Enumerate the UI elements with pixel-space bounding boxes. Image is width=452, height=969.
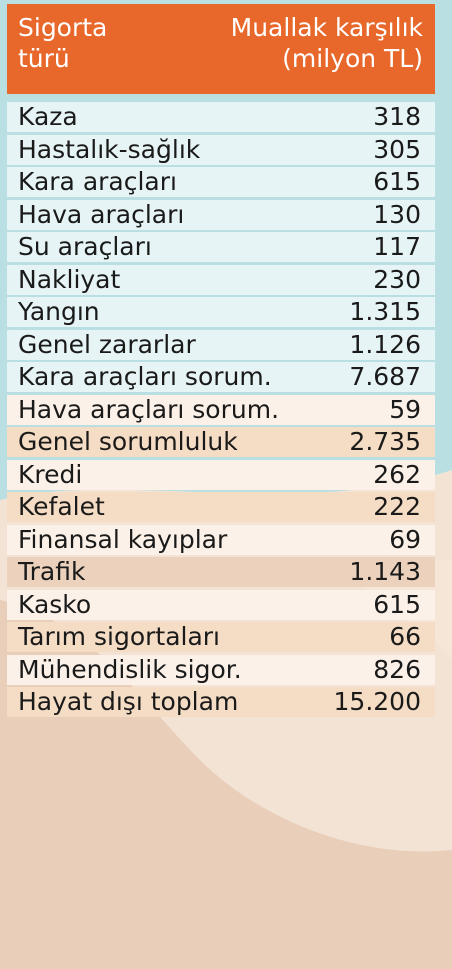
- row-reserve-value: 15.200: [333, 687, 421, 716]
- table-row: Genel sorumluluk 2.735: [7, 427, 435, 457]
- table-row: Kara araçları sorum. 7.687: [7, 362, 435, 392]
- row-reserve-value: 615: [373, 167, 421, 196]
- table-row: Tarım sigortaları 66: [7, 622, 435, 652]
- table-row: Kaza 318: [7, 102, 435, 132]
- row-insurance-type: Hastalık-sağlık: [18, 134, 201, 164]
- row-reserve-value: 117: [373, 232, 421, 261]
- table-row: Trafik 1.143: [7, 557, 435, 587]
- row-reserve-value: 2.735: [349, 427, 421, 456]
- row-reserve-value: 69: [389, 524, 421, 554]
- table-body: Kaza 318 Hastalık-sağlık 305 Kara araçları 61…: [7, 102, 435, 717]
- row-insurance-type: Finansal kayıplar: [18, 524, 228, 554]
- header-line: Muallak karşılık: [230, 13, 423, 42]
- table-row: Kefalet 222: [7, 492, 435, 522]
- row-reserve-value: 59: [389, 394, 421, 424]
- row-reserve-value: 1.126: [349, 329, 421, 359]
- table-row: Kredi 262: [7, 459, 435, 490]
- row-insurance-type: Trafik: [18, 557, 86, 586]
- row-reserve-value: 615: [373, 589, 421, 619]
- table-row: Mühendislik sigor. 826: [7, 654, 435, 685]
- row-insurance-type: Kredi: [18, 459, 83, 489]
- row-insurance-type: Kasko: [18, 589, 92, 619]
- row-reserve-value: 1.315: [349, 297, 421, 326]
- row-insurance-type: Kara araçları: [18, 167, 177, 196]
- row-insurance-type: Genel zararlar: [18, 329, 196, 359]
- table-row: Nakliyat 230: [7, 264, 435, 295]
- row-insurance-type: Nakliyat: [18, 264, 121, 294]
- row-reserve-value: 826: [373, 654, 421, 684]
- row-insurance-type: Su araçları: [18, 232, 152, 261]
- row-reserve-value: 230: [373, 264, 421, 294]
- table-row: Kasko 615: [7, 589, 435, 620]
- row-reserve-value: 318: [373, 102, 421, 131]
- table-header: Sigorta türü Muallak karşılık (milyon TL…: [7, 4, 435, 94]
- row-insurance-type: Hava araçları: [18, 199, 185, 229]
- table-row: Su araçları 117: [7, 232, 435, 262]
- row-insurance-type: Kaza: [18, 102, 78, 131]
- row-reserve-value: 7.687: [349, 362, 421, 391]
- row-reserve-value: 1.143: [349, 557, 421, 586]
- table-row: Kara araçları 615: [7, 167, 435, 197]
- table-row: Hava araçları 130: [7, 199, 435, 230]
- header-reserve-amount: Muallak karşılık (milyon TL): [231, 12, 423, 74]
- header-line: Sigorta: [18, 13, 108, 42]
- table-row: Hayat dışı toplam 15.200: [7, 687, 435, 717]
- row-insurance-type: Kefalet: [18, 492, 105, 521]
- row-reserve-value: 66: [389, 622, 421, 651]
- table-row: Hastalık-sağlık 305: [7, 134, 435, 165]
- header-line: (milyon TL): [282, 44, 423, 73]
- row-insurance-type: Tarım sigortaları: [18, 622, 221, 651]
- row-reserve-value: 305: [373, 134, 421, 164]
- table-row: Finansal kayıplar 69: [7, 524, 435, 555]
- table-row: Genel zararlar 1.126: [7, 329, 435, 360]
- row-reserve-value: 130: [373, 199, 421, 229]
- row-insurance-type: Mühendislik sigor.: [18, 654, 242, 684]
- row-reserve-value: 262: [373, 459, 421, 489]
- table-row: Hava araçları sorum. 59: [7, 394, 435, 425]
- insurance-table: Sigorta türü Muallak karşılık (milyon TL…: [7, 4, 435, 720]
- row-insurance-type: Kara araçları sorum.: [18, 362, 272, 391]
- row-insurance-type: Hayat dışı toplam: [18, 687, 239, 716]
- row-insurance-type: Hava araçları sorum.: [18, 394, 280, 424]
- row-insurance-type: Genel sorumluluk: [18, 427, 238, 456]
- header-insurance-type: Sigorta türü: [18, 12, 107, 74]
- row-reserve-value: 222: [373, 492, 421, 521]
- table-row: Yangın 1.315: [7, 297, 435, 327]
- header-line: türü: [18, 44, 70, 73]
- row-insurance-type: Yangın: [18, 297, 100, 326]
